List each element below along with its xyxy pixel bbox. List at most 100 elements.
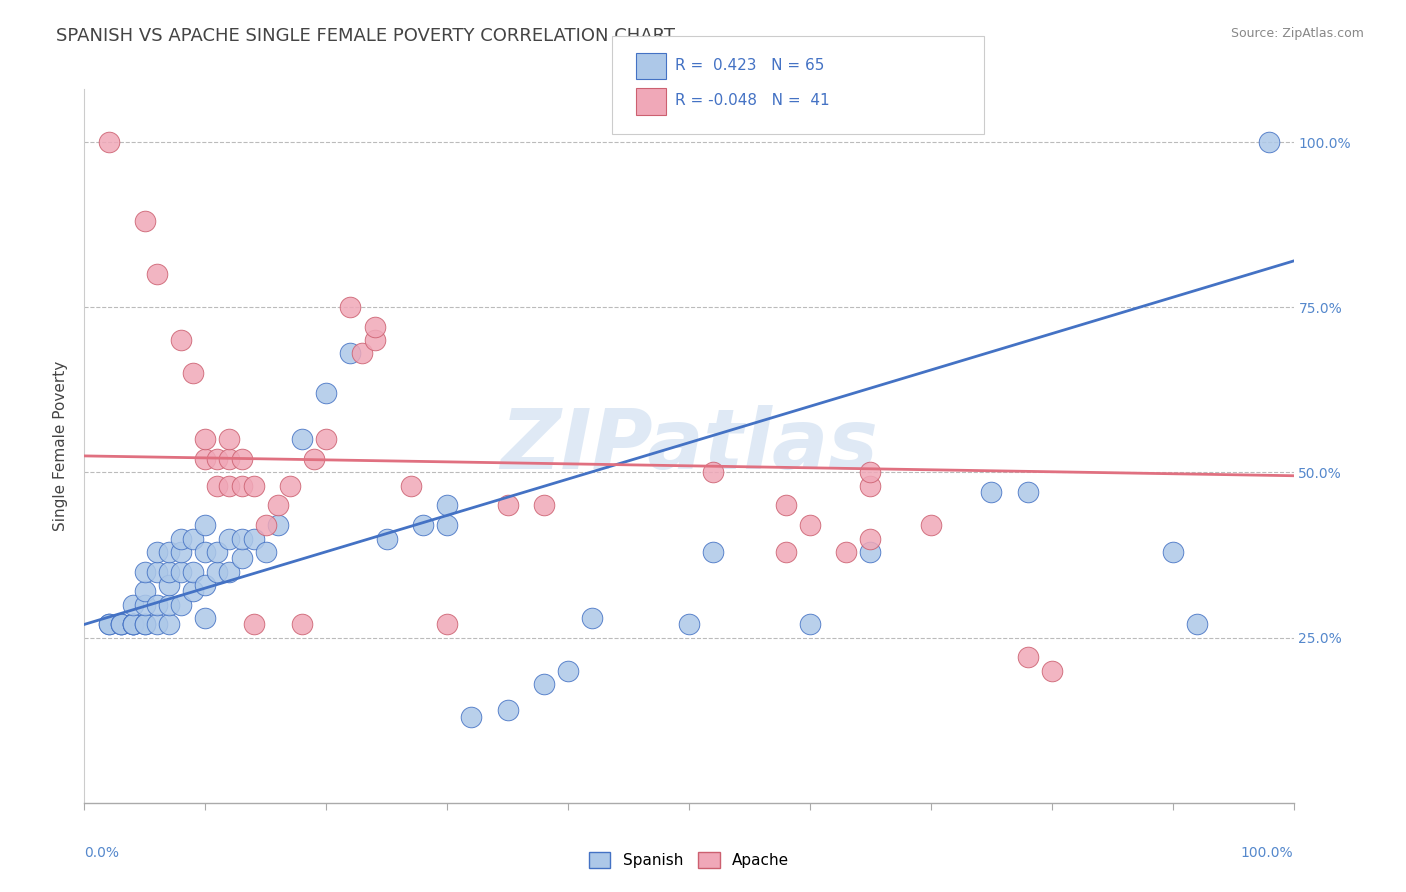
Point (799, 518, 821, 533)
Point (97, 617, 120, 632)
Point (859, 532, 882, 546)
Point (207, 478, 229, 492)
Point (218, 452, 240, 467)
Point (170, 565, 193, 579)
Point (121, 617, 143, 632)
Point (231, 452, 253, 467)
Point (146, 617, 169, 632)
Point (1258, 135, 1281, 149)
Point (121, 617, 143, 632)
Point (121, 598, 143, 612)
Point (436, 617, 458, 632)
Point (97, 617, 120, 632)
Point (581, 611, 603, 625)
Point (194, 518, 217, 533)
Point (157, 598, 180, 612)
Point (218, 478, 240, 492)
Point (157, 545, 180, 559)
Legend: Spanish, Apache: Spanish, Apache (583, 846, 794, 874)
Point (315, 386, 337, 401)
Point (194, 611, 217, 625)
Point (110, 617, 132, 632)
Point (799, 617, 821, 632)
Point (134, 617, 156, 632)
Point (920, 518, 942, 533)
Point (1017, 485, 1039, 500)
Point (242, 532, 264, 546)
Point (267, 518, 290, 533)
Point (181, 367, 204, 381)
Point (302, 452, 325, 467)
Point (110, 617, 132, 632)
Point (194, 433, 217, 447)
Point (859, 545, 882, 559)
Point (1017, 650, 1039, 665)
Text: Source: ZipAtlas.com: Source: ZipAtlas.com (1230, 27, 1364, 40)
Point (207, 565, 229, 579)
Point (291, 433, 314, 447)
Point (146, 267, 169, 281)
Point (146, 565, 169, 579)
Point (412, 518, 434, 533)
Text: SPANISH VS APACHE SINGLE FEMALE POVERTY CORRELATION CHART: SPANISH VS APACHE SINGLE FEMALE POVERTY … (56, 27, 675, 45)
Point (436, 518, 458, 533)
Point (181, 532, 204, 546)
Point (146, 545, 169, 559)
Point (218, 565, 240, 579)
Point (278, 478, 301, 492)
Point (134, 598, 156, 612)
Point (1185, 617, 1208, 632)
Point (157, 617, 180, 632)
Point (339, 300, 361, 314)
Point (460, 710, 482, 724)
Text: 0.0%: 0.0% (84, 846, 120, 860)
Point (859, 466, 882, 480)
Point (134, 565, 156, 579)
Y-axis label: Single Female Poverty: Single Female Poverty (53, 361, 69, 531)
Point (399, 478, 422, 492)
Point (170, 333, 193, 347)
Point (375, 532, 398, 546)
Point (315, 433, 337, 447)
Point (121, 617, 143, 632)
Point (181, 565, 204, 579)
Point (702, 545, 724, 559)
Point (242, 617, 264, 632)
Text: 100.0%: 100.0% (1241, 846, 1294, 860)
Text: R =  0.423   N = 65: R = 0.423 N = 65 (675, 58, 824, 72)
Point (181, 584, 204, 599)
Point (254, 518, 277, 533)
Text: R = -0.048   N =  41: R = -0.048 N = 41 (675, 94, 830, 108)
Point (775, 499, 797, 513)
Point (170, 532, 193, 546)
Point (363, 333, 385, 347)
Point (1161, 545, 1184, 559)
Point (134, 584, 156, 599)
Point (254, 545, 277, 559)
Point (859, 478, 882, 492)
Point (134, 214, 156, 228)
Point (533, 677, 555, 691)
Point (980, 485, 1002, 500)
Point (194, 545, 217, 559)
Point (242, 478, 264, 492)
Point (170, 545, 193, 559)
Point (146, 598, 169, 612)
Point (194, 578, 217, 592)
Point (218, 433, 240, 447)
Point (218, 532, 240, 546)
Point (231, 551, 253, 566)
Point (157, 578, 180, 592)
Point (170, 598, 193, 612)
Point (496, 703, 519, 717)
Point (231, 532, 253, 546)
Point (207, 452, 229, 467)
Point (207, 545, 229, 559)
Point (194, 452, 217, 467)
Point (157, 565, 180, 579)
Text: ZIPatlas: ZIPatlas (501, 406, 877, 486)
Point (110, 617, 132, 632)
Point (702, 466, 724, 480)
Point (291, 617, 314, 632)
Point (436, 499, 458, 513)
